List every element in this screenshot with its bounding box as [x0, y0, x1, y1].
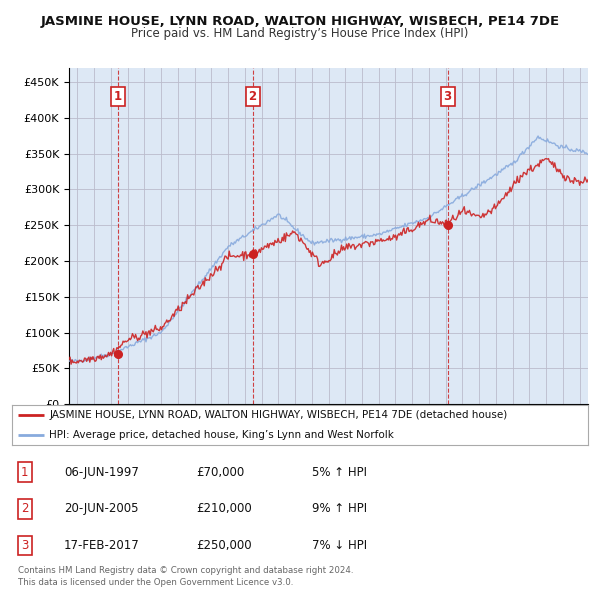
Text: JASMINE HOUSE, LYNN ROAD, WALTON HIGHWAY, WISBECH, PE14 7DE: JASMINE HOUSE, LYNN ROAD, WALTON HIGHWAY… [40, 15, 560, 28]
Text: HPI: Average price, detached house, King’s Lynn and West Norfolk: HPI: Average price, detached house, King… [49, 431, 394, 440]
Text: Price paid vs. HM Land Registry’s House Price Index (HPI): Price paid vs. HM Land Registry’s House … [131, 27, 469, 40]
Text: £250,000: £250,000 [196, 539, 252, 552]
Text: JASMINE HOUSE, LYNN ROAD, WALTON HIGHWAY, WISBECH, PE14 7DE (detached house): JASMINE HOUSE, LYNN ROAD, WALTON HIGHWAY… [49, 411, 508, 420]
Text: 2: 2 [248, 90, 257, 103]
Text: 3: 3 [443, 90, 452, 103]
Text: 3: 3 [21, 539, 28, 552]
Text: £210,000: £210,000 [196, 502, 252, 516]
Text: 9% ↑ HPI: 9% ↑ HPI [311, 502, 367, 516]
Text: 2: 2 [21, 502, 28, 516]
Text: 17-FEB-2017: 17-FEB-2017 [64, 539, 140, 552]
Text: 1: 1 [114, 90, 122, 103]
Text: 1: 1 [21, 466, 28, 478]
Text: 7% ↓ HPI: 7% ↓ HPI [311, 539, 367, 552]
Text: 06-JUN-1997: 06-JUN-1997 [64, 466, 139, 478]
Text: Contains HM Land Registry data © Crown copyright and database right 2024.
This d: Contains HM Land Registry data © Crown c… [18, 566, 353, 587]
Text: £70,000: £70,000 [196, 466, 245, 478]
Text: 5% ↑ HPI: 5% ↑ HPI [311, 466, 367, 478]
Text: 20-JUN-2005: 20-JUN-2005 [64, 502, 139, 516]
